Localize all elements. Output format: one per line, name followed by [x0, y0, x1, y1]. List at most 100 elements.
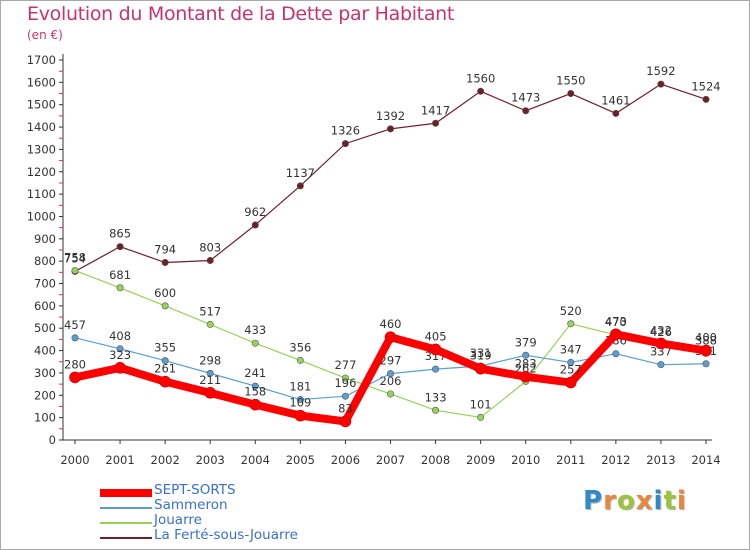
data-label: 388 — [695, 333, 717, 347]
data-point — [432, 406, 440, 414]
legend-label: Sammeron — [154, 497, 228, 513]
data-point — [206, 257, 214, 265]
y-tick-label: 700 — [34, 277, 56, 291]
data-point — [116, 284, 124, 292]
y-tick-label: 1600 — [27, 75, 56, 89]
data-label: 1461 — [601, 93, 630, 107]
data-point — [522, 107, 530, 115]
y-tick-label: 1300 — [27, 142, 56, 156]
data-point — [206, 369, 214, 377]
data-label: 520 — [560, 304, 582, 318]
data-label: 1550 — [556, 74, 585, 88]
data-label: 241 — [244, 366, 266, 380]
data-point — [69, 371, 81, 384]
data-label: 517 — [199, 304, 221, 318]
y-tick-label: 900 — [34, 232, 56, 246]
data-label: 426 — [650, 325, 672, 339]
data-label: 181 — [289, 380, 311, 394]
data-label: 379 — [515, 335, 537, 349]
y-tick-label: 1700 — [27, 53, 56, 67]
data-label: 280 — [64, 357, 86, 371]
data-point — [341, 140, 349, 148]
chart-title: Evolution du Montant de la Dette par Hab… — [27, 3, 455, 25]
data-point — [477, 413, 485, 421]
data-label: 133 — [425, 390, 447, 404]
data-label: 83 — [338, 401, 353, 415]
data-point — [159, 375, 171, 388]
data-label: 1417 — [421, 103, 450, 117]
data-label: 600 — [154, 286, 176, 300]
data-point — [341, 374, 349, 382]
y-tick-label: 100 — [34, 411, 56, 425]
data-label: 962 — [244, 205, 266, 219]
x-tick-label: 2014 — [691, 453, 720, 467]
data-point — [702, 360, 710, 368]
x-tick-label: 2004 — [241, 453, 270, 467]
data-label: 1326 — [331, 124, 360, 138]
data-point — [204, 387, 217, 399]
data-label: 211 — [199, 373, 221, 387]
logo-letter: r — [603, 486, 617, 516]
y-tick-label: 0 — [49, 433, 56, 447]
data-point — [386, 370, 394, 378]
data-label: 432 — [650, 323, 672, 337]
data-label: 865 — [109, 227, 131, 241]
data-label: 297 — [380, 354, 402, 368]
data-label: 408 — [109, 329, 131, 343]
data-label: 1473 — [511, 91, 540, 105]
x-tick-label: 2010 — [511, 453, 540, 467]
data-point — [610, 328, 622, 341]
data-label: 158 — [244, 385, 266, 399]
data-point — [249, 398, 262, 411]
data-label: 400 — [695, 331, 717, 345]
data-point — [386, 125, 394, 133]
data-point — [386, 390, 394, 398]
data-label: 1392 — [376, 109, 405, 123]
data-point — [567, 320, 575, 328]
data-label: 681 — [109, 268, 131, 282]
data-label: 470 — [605, 315, 627, 329]
data-point — [429, 343, 442, 356]
data-point — [161, 302, 169, 310]
data-point — [432, 365, 440, 373]
x-tick-label: 2001 — [105, 453, 134, 467]
data-label: 473 — [605, 314, 627, 328]
x-tick-label: 2013 — [646, 453, 675, 467]
data-point — [432, 119, 440, 127]
y-tick-label: 500 — [34, 321, 56, 335]
data-point — [161, 357, 169, 365]
data-label: 196 — [334, 376, 356, 390]
data-point — [161, 259, 169, 267]
data-label: 277 — [334, 358, 356, 372]
data-point — [296, 356, 304, 364]
data-point — [700, 344, 712, 357]
series-la-fert-sous-jouarre: 754 865 794 803 962 1137 1326 1392 1417 1560 1473 1… — [64, 64, 721, 275]
data-label: 460 — [380, 317, 402, 331]
data-label: 754 — [64, 251, 86, 265]
y-tick-label: 400 — [34, 344, 56, 358]
data-point — [114, 361, 126, 374]
logo-letter: i — [676, 486, 687, 516]
data-point — [296, 182, 304, 190]
logo-letter: t — [663, 486, 677, 516]
x-tick-label: 2007 — [376, 453, 405, 467]
y-tick-label: 600 — [34, 299, 56, 313]
data-point — [612, 109, 620, 117]
y-tick-label: 1100 — [27, 187, 56, 201]
data-label: 355 — [154, 341, 176, 355]
legend-swatch — [100, 522, 152, 524]
data-point — [251, 339, 259, 347]
data-label: 758 — [64, 251, 86, 265]
data-label: 457 — [64, 318, 86, 332]
x-tick-label: 2005 — [286, 453, 315, 467]
data-point — [567, 90, 575, 98]
data-label: 794 — [154, 243, 176, 257]
data-point — [384, 331, 397, 343]
data-label: 323 — [109, 348, 131, 362]
legend-swatch — [100, 489, 152, 497]
data-point — [657, 80, 665, 88]
y-tick-label: 1000 — [27, 209, 56, 223]
data-point — [567, 358, 575, 366]
data-point — [251, 382, 259, 390]
